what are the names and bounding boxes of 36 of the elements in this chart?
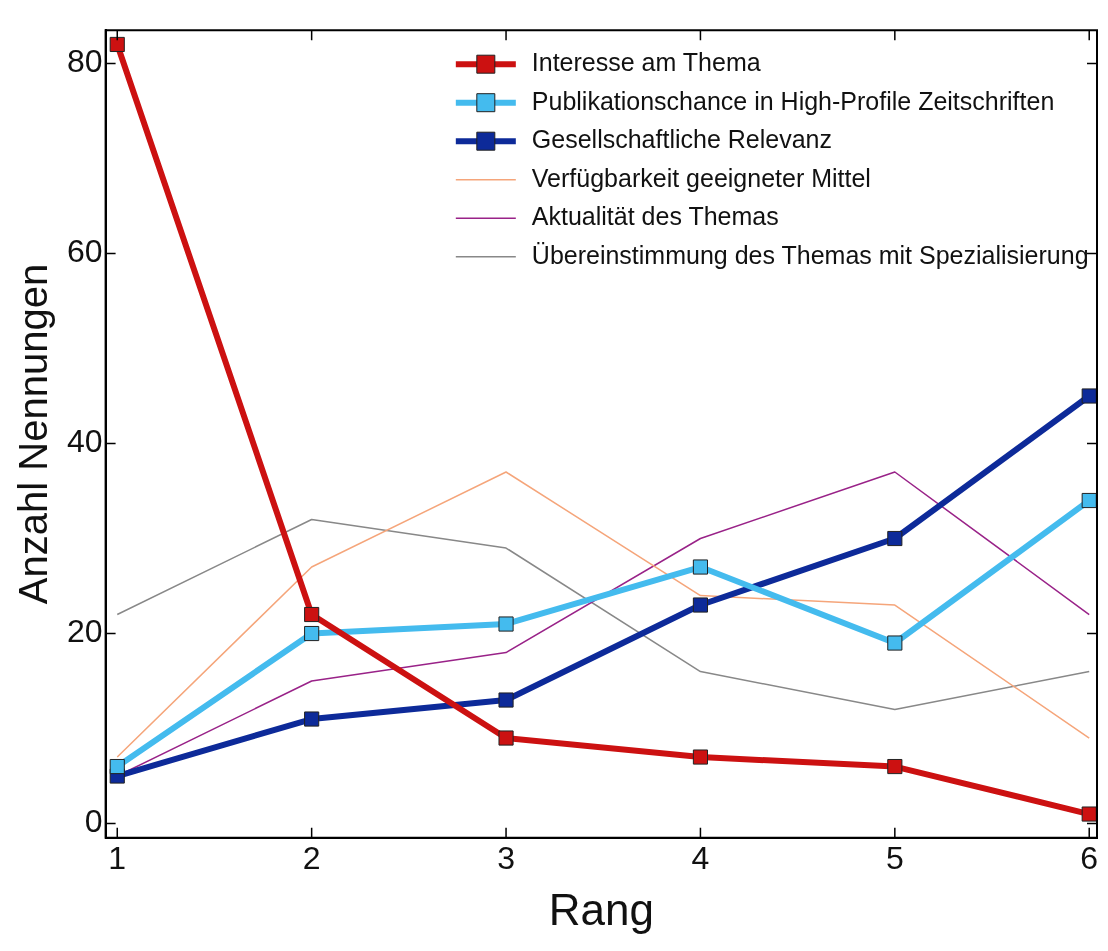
point [498, 730, 514, 746]
y-tick-label: 80 [67, 43, 103, 80]
y-tick-label: 40 [67, 423, 103, 460]
point [304, 625, 320, 642]
x-tick-label: 2 [302, 839, 321, 876]
y-tick-label: 60 [67, 233, 103, 270]
legend-label: Interesse am Thema [531, 48, 761, 77]
point [887, 530, 903, 547]
y-axis-title: Anzahl Nennungen [11, 263, 56, 605]
point [109, 36, 125, 53]
legend-label: Publikationschance in High-Profile Zeitschriften [531, 86, 1055, 115]
point [692, 749, 709, 765]
point [498, 616, 514, 632]
x-tick-label: 5 [885, 839, 904, 876]
x-tick-label: 4 [691, 839, 710, 876]
x-tick-label: 6 [1080, 839, 1099, 876]
point [498, 692, 514, 708]
x-tick-label: 1 [108, 839, 127, 876]
point [304, 711, 320, 727]
legend-label: Gesellschaftliche Relevanz [531, 125, 832, 154]
legend-label: Verfügbarkeit geeigneter Mittel [531, 163, 871, 192]
point [1081, 388, 1097, 404]
point [304, 606, 320, 623]
point [692, 597, 709, 613]
x-axis-title: Rang [548, 884, 654, 934]
point [692, 559, 709, 575]
point [887, 635, 903, 651]
point [887, 758, 903, 775]
legend-label: Übereinstimmung des Themas mit Spezialisierung [531, 240, 1089, 269]
x-tick-label: 3 [497, 839, 515, 876]
point [109, 758, 125, 775]
point [1081, 492, 1097, 509]
y-tick-label: 20 [67, 613, 103, 650]
point [1081, 806, 1097, 822]
y-tick-label: 0 [84, 803, 103, 840]
legend-label: Aktualität des Themas [531, 202, 779, 231]
